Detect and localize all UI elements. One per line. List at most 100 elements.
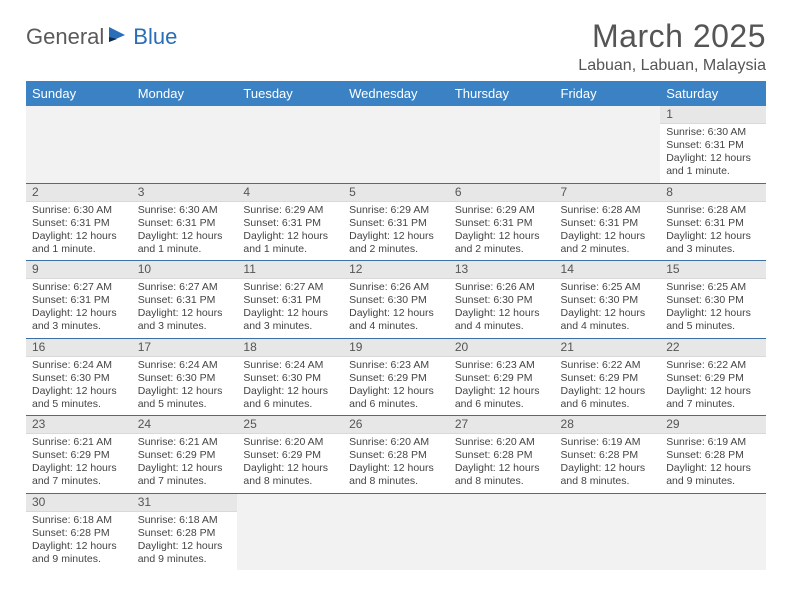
sunset-line: Sunset: 6:29 PM (32, 449, 126, 462)
sunrise-line: Sunrise: 6:24 AM (243, 359, 337, 372)
sunset-line: Sunset: 6:29 PM (666, 372, 760, 385)
daylight-line: Daylight: 12 hours and 8 minutes. (243, 462, 337, 488)
calendar-cell: 17Sunrise: 6:24 AMSunset: 6:30 PMDayligh… (132, 338, 238, 416)
sunrise-line: Sunrise: 6:20 AM (455, 436, 549, 449)
sunset-line: Sunset: 6:30 PM (561, 294, 655, 307)
daylight-line: Daylight: 12 hours and 4 minutes. (455, 307, 549, 333)
calendar-cell: 8Sunrise: 6:28 AMSunset: 6:31 PMDaylight… (660, 183, 766, 261)
calendar-cell: 14Sunrise: 6:25 AMSunset: 6:30 PMDayligh… (555, 261, 661, 339)
daylight-line: Daylight: 12 hours and 8 minutes. (349, 462, 443, 488)
daylight-line: Daylight: 12 hours and 7 minutes. (32, 462, 126, 488)
sunrise-line: Sunrise: 6:28 AM (666, 204, 760, 217)
sunrise-line: Sunrise: 6:29 AM (243, 204, 337, 217)
day-details: Sunrise: 6:20 AMSunset: 6:28 PMDaylight:… (343, 434, 449, 493)
day-details: Sunrise: 6:29 AMSunset: 6:31 PMDaylight:… (237, 202, 343, 261)
day-details: Sunrise: 6:30 AMSunset: 6:31 PMDaylight:… (660, 124, 766, 183)
sunrise-line: Sunrise: 6:18 AM (32, 514, 126, 527)
sunset-line: Sunset: 6:31 PM (243, 294, 337, 307)
sunset-line: Sunset: 6:31 PM (349, 217, 443, 230)
calendar-cell: 4Sunrise: 6:29 AMSunset: 6:31 PMDaylight… (237, 183, 343, 261)
sunrise-line: Sunrise: 6:30 AM (138, 204, 232, 217)
sunset-line: Sunset: 6:30 PM (666, 294, 760, 307)
sunset-line: Sunset: 6:30 PM (455, 294, 549, 307)
day-details: Sunrise: 6:22 AMSunset: 6:29 PMDaylight:… (555, 357, 661, 416)
sunrise-line: Sunrise: 6:20 AM (243, 436, 337, 449)
daylight-line: Daylight: 12 hours and 8 minutes. (455, 462, 549, 488)
sunset-line: Sunset: 6:29 PM (243, 449, 337, 462)
calendar-cell: 15Sunrise: 6:25 AMSunset: 6:30 PMDayligh… (660, 261, 766, 339)
sunrise-line: Sunrise: 6:24 AM (32, 359, 126, 372)
sunrise-line: Sunrise: 6:18 AM (138, 514, 232, 527)
calendar-cell: 20Sunrise: 6:23 AMSunset: 6:29 PMDayligh… (449, 338, 555, 416)
day-number: 24 (132, 416, 238, 434)
day-number: 3 (132, 184, 238, 202)
sunset-line: Sunset: 6:29 PM (455, 372, 549, 385)
calendar-cell: 30Sunrise: 6:18 AMSunset: 6:28 PMDayligh… (26, 493, 132, 570)
day-number: 26 (343, 416, 449, 434)
daylight-line: Daylight: 12 hours and 9 minutes. (666, 462, 760, 488)
sunset-line: Sunset: 6:31 PM (455, 217, 549, 230)
sunset-line: Sunset: 6:31 PM (666, 139, 760, 152)
weekday-header: Sunday (26, 81, 132, 106)
day-number: 19 (343, 339, 449, 357)
sunrise-line: Sunrise: 6:25 AM (561, 281, 655, 294)
calendar-week-row: 16Sunrise: 6:24 AMSunset: 6:30 PMDayligh… (26, 338, 766, 416)
calendar-cell: 10Sunrise: 6:27 AMSunset: 6:31 PMDayligh… (132, 261, 238, 339)
daylight-line: Daylight: 12 hours and 9 minutes. (138, 540, 232, 566)
daylight-line: Daylight: 12 hours and 1 minute. (32, 230, 126, 256)
sunrise-line: Sunrise: 6:26 AM (349, 281, 443, 294)
calendar-cell: 6Sunrise: 6:29 AMSunset: 6:31 PMDaylight… (449, 183, 555, 261)
day-details: Sunrise: 6:24 AMSunset: 6:30 PMDaylight:… (132, 357, 238, 416)
calendar-cell: 16Sunrise: 6:24 AMSunset: 6:30 PMDayligh… (26, 338, 132, 416)
sunset-line: Sunset: 6:30 PM (243, 372, 337, 385)
day-number: 29 (660, 416, 766, 434)
daylight-line: Daylight: 12 hours and 7 minutes. (666, 385, 760, 411)
day-details: Sunrise: 6:25 AMSunset: 6:30 PMDaylight:… (660, 279, 766, 338)
daylight-line: Daylight: 12 hours and 3 minutes. (666, 230, 760, 256)
day-number: 5 (343, 184, 449, 202)
location-text: Labuan, Labuan, Malaysia (578, 57, 766, 75)
day-details: Sunrise: 6:23 AMSunset: 6:29 PMDaylight:… (449, 357, 555, 416)
sunset-line: Sunset: 6:31 PM (32, 294, 126, 307)
day-details: Sunrise: 6:19 AMSunset: 6:28 PMDaylight:… (660, 434, 766, 493)
day-number: 1 (660, 106, 766, 124)
day-number: 7 (555, 184, 661, 202)
sunset-line: Sunset: 6:31 PM (138, 217, 232, 230)
calendar-cell: 27Sunrise: 6:20 AMSunset: 6:28 PMDayligh… (449, 416, 555, 494)
calendar-week-row: 23Sunrise: 6:21 AMSunset: 6:29 PMDayligh… (26, 416, 766, 494)
sunrise-line: Sunrise: 6:24 AM (138, 359, 232, 372)
daylight-line: Daylight: 12 hours and 6 minutes. (243, 385, 337, 411)
sunrise-line: Sunrise: 6:21 AM (138, 436, 232, 449)
sunset-line: Sunset: 6:28 PM (138, 527, 232, 540)
calendar-cell: 5Sunrise: 6:29 AMSunset: 6:31 PMDaylight… (343, 183, 449, 261)
daylight-line: Daylight: 12 hours and 1 minute. (138, 230, 232, 256)
day-details: Sunrise: 6:21 AMSunset: 6:29 PMDaylight:… (26, 434, 132, 493)
calendar-cell: 31Sunrise: 6:18 AMSunset: 6:28 PMDayligh… (132, 493, 238, 570)
day-number: 25 (237, 416, 343, 434)
sunrise-line: Sunrise: 6:22 AM (666, 359, 760, 372)
sunrise-line: Sunrise: 6:27 AM (32, 281, 126, 294)
weekday-header: Wednesday (343, 81, 449, 106)
day-number: 15 (660, 261, 766, 279)
daylight-line: Daylight: 12 hours and 3 minutes. (243, 307, 337, 333)
sunset-line: Sunset: 6:30 PM (138, 372, 232, 385)
sunrise-line: Sunrise: 6:26 AM (455, 281, 549, 294)
sunrise-line: Sunrise: 6:23 AM (349, 359, 443, 372)
day-details: Sunrise: 6:22 AMSunset: 6:29 PMDaylight:… (660, 357, 766, 416)
sunrise-line: Sunrise: 6:28 AM (561, 204, 655, 217)
calendar-cell (343, 493, 449, 570)
day-number: 8 (660, 184, 766, 202)
day-number: 22 (660, 339, 766, 357)
flag-icon (108, 25, 130, 50)
month-title: March 2025 (578, 18, 766, 55)
day-details: Sunrise: 6:18 AMSunset: 6:28 PMDaylight:… (26, 512, 132, 571)
calendar-cell: 9Sunrise: 6:27 AMSunset: 6:31 PMDaylight… (26, 261, 132, 339)
daylight-line: Daylight: 12 hours and 2 minutes. (455, 230, 549, 256)
calendar-cell: 19Sunrise: 6:23 AMSunset: 6:29 PMDayligh… (343, 338, 449, 416)
day-number: 23 (26, 416, 132, 434)
calendar-cell (237, 106, 343, 183)
day-details: Sunrise: 6:20 AMSunset: 6:28 PMDaylight:… (449, 434, 555, 493)
daylight-line: Daylight: 12 hours and 6 minutes. (455, 385, 549, 411)
day-number: 21 (555, 339, 661, 357)
day-details: Sunrise: 6:19 AMSunset: 6:28 PMDaylight:… (555, 434, 661, 493)
